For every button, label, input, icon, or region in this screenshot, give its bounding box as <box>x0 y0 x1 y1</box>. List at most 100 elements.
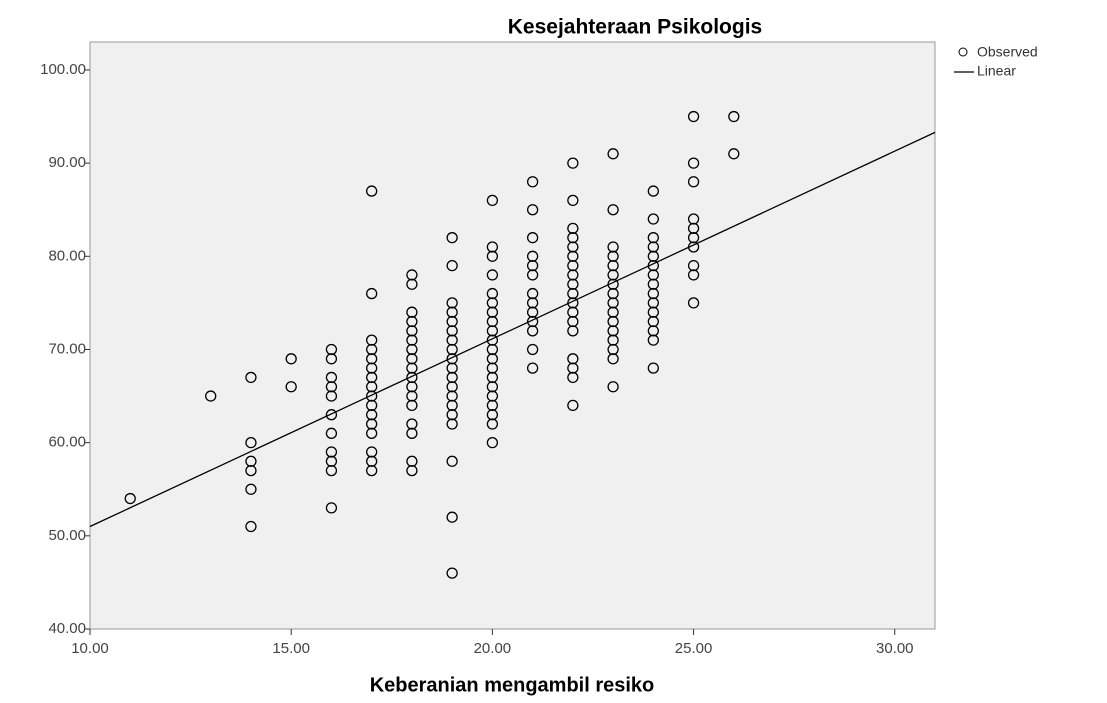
point <box>526 232 539 244</box>
point <box>366 287 378 300</box>
point <box>486 399 499 412</box>
point <box>687 259 700 272</box>
point <box>446 371 458 384</box>
point <box>526 362 539 374</box>
point <box>486 250 499 262</box>
y-tick-label: 50.00 <box>48 527 86 544</box>
point <box>567 325 579 337</box>
point <box>486 194 499 207</box>
point <box>486 381 499 393</box>
x-tick-label: 20.00 <box>474 640 512 657</box>
point <box>486 315 499 328</box>
point <box>567 259 579 272</box>
point <box>406 399 418 412</box>
point <box>446 409 458 421</box>
point <box>486 343 499 356</box>
x-tick-label: 30.00 <box>876 640 914 657</box>
point <box>607 325 619 337</box>
point <box>607 204 619 216</box>
point <box>647 185 659 197</box>
point <box>486 409 499 421</box>
point <box>567 278 579 290</box>
point <box>366 381 378 393</box>
point <box>567 250 579 262</box>
point <box>486 390 499 402</box>
point <box>647 362 659 374</box>
point <box>366 185 378 197</box>
point <box>647 306 659 318</box>
point <box>446 306 458 318</box>
point <box>567 306 579 318</box>
point <box>446 353 458 365</box>
point <box>567 315 579 328</box>
point <box>366 464 378 477</box>
point <box>526 250 539 262</box>
point <box>245 520 257 533</box>
point <box>325 409 338 421</box>
point <box>446 297 458 309</box>
point <box>406 464 418 477</box>
point <box>647 232 659 244</box>
point <box>526 287 539 300</box>
point <box>124 492 136 505</box>
point <box>526 343 539 356</box>
point <box>325 343 338 356</box>
point <box>406 334 418 346</box>
legend-label: Observed <box>977 44 1038 60</box>
point <box>567 353 579 365</box>
point <box>406 455 418 467</box>
point <box>728 110 740 123</box>
point <box>325 381 338 393</box>
point <box>486 362 499 374</box>
point <box>366 455 378 467</box>
chart-title: Kesejahteraan Psikologis <box>508 16 762 39</box>
point <box>366 353 378 365</box>
point <box>607 250 619 262</box>
point <box>446 455 458 467</box>
point <box>446 390 458 402</box>
point <box>687 157 700 169</box>
point <box>486 418 499 430</box>
point <box>406 362 418 374</box>
point <box>647 315 659 328</box>
point <box>486 297 499 309</box>
point <box>325 427 338 439</box>
legend-label: Linear <box>977 63 1016 79</box>
point <box>366 446 378 458</box>
point <box>687 110 700 123</box>
point <box>325 371 338 384</box>
point <box>406 269 418 281</box>
x-axis-label: Keberanian mengambil resiko <box>370 674 655 696</box>
point <box>647 278 659 290</box>
point <box>486 371 499 384</box>
point <box>567 287 579 300</box>
point <box>406 278 418 290</box>
y-tick-label: 60.00 <box>48 434 86 451</box>
point <box>205 390 217 402</box>
point <box>446 567 458 579</box>
point <box>366 371 378 384</box>
point <box>567 362 579 374</box>
fit-line <box>89 131 936 528</box>
point <box>446 325 458 337</box>
point <box>406 371 418 384</box>
point <box>406 343 418 356</box>
y-tick-label: 40.00 <box>48 620 86 637</box>
point <box>526 325 539 337</box>
point <box>647 297 659 309</box>
x-tick-label: 25.00 <box>675 640 713 657</box>
point <box>607 287 619 300</box>
point <box>567 297 579 309</box>
point <box>366 334 378 346</box>
y-tick-label: 80.00 <box>48 247 86 264</box>
point <box>486 241 499 253</box>
point <box>647 269 659 281</box>
point <box>486 334 499 346</box>
point <box>486 437 499 449</box>
point <box>607 315 619 328</box>
point <box>446 381 458 393</box>
point <box>567 222 579 234</box>
point <box>446 418 458 430</box>
point <box>245 483 257 495</box>
